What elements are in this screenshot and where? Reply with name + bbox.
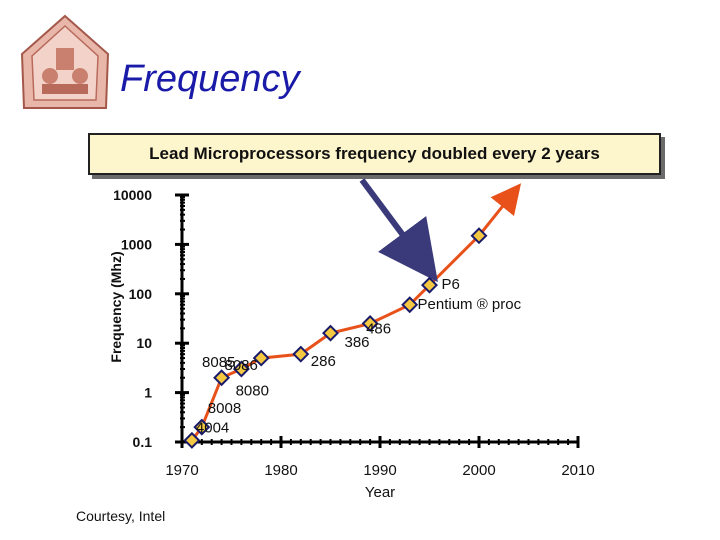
processor-label: P6: [442, 276, 460, 293]
data-point-marker: [252, 349, 270, 367]
slide-title: Frequency: [120, 58, 300, 100]
headline-text: Lead Microprocessors frequency doubled e…: [149, 144, 600, 163]
headline-banner: Lead Microprocessors frequency doubled e…: [88, 133, 661, 175]
university-seal-logo: [20, 14, 110, 109]
credit-text: Courtesy, Intel: [76, 508, 166, 524]
processor-label: 386: [345, 334, 370, 351]
processor-label: Pentium ® proc: [418, 296, 522, 313]
data-point-marker: [401, 296, 419, 314]
y-axis-title: Frequency (Mhz): [108, 251, 124, 362]
trend-extension-arrow: [477, 183, 522, 237]
processor-label: 486: [366, 321, 391, 338]
processor-label: 8008: [208, 400, 241, 417]
y-tick-label: 10: [136, 335, 152, 351]
processor-label: 8085: [202, 354, 235, 371]
y-tick-label: 100: [129, 286, 153, 302]
y-tick-label: 1000: [121, 236, 152, 252]
x-tick-label: 2000: [462, 462, 495, 479]
processor-label: 4004: [196, 419, 229, 436]
y-tick-label: 0.1: [133, 434, 153, 450]
processor-label: 8086: [225, 357, 258, 374]
y-tick-label: 1: [144, 385, 152, 401]
data-point-marker: [292, 345, 310, 363]
data-point-marker: [322, 324, 339, 342]
processor-label: 286: [311, 353, 336, 370]
data-point-marker: [421, 276, 438, 294]
data-point-marker: [213, 369, 231, 387]
x-tick-label: 1970: [165, 462, 198, 479]
x-tick-label: 2010: [561, 462, 594, 479]
y-tick-label: 10000: [113, 187, 152, 203]
data-point-marker: [183, 431, 201, 449]
processor-label: 8080: [236, 383, 269, 400]
callout-arrow: [359, 178, 438, 283]
x-tick-label: 1990: [363, 462, 396, 479]
data-point-marker: [470, 227, 488, 245]
x-tick-label: 1980: [264, 462, 297, 479]
data-point-marker: [193, 418, 211, 436]
data-point-marker: [361, 315, 379, 333]
data-point-marker: [232, 360, 250, 378]
x-axis-title: Year: [365, 484, 395, 501]
